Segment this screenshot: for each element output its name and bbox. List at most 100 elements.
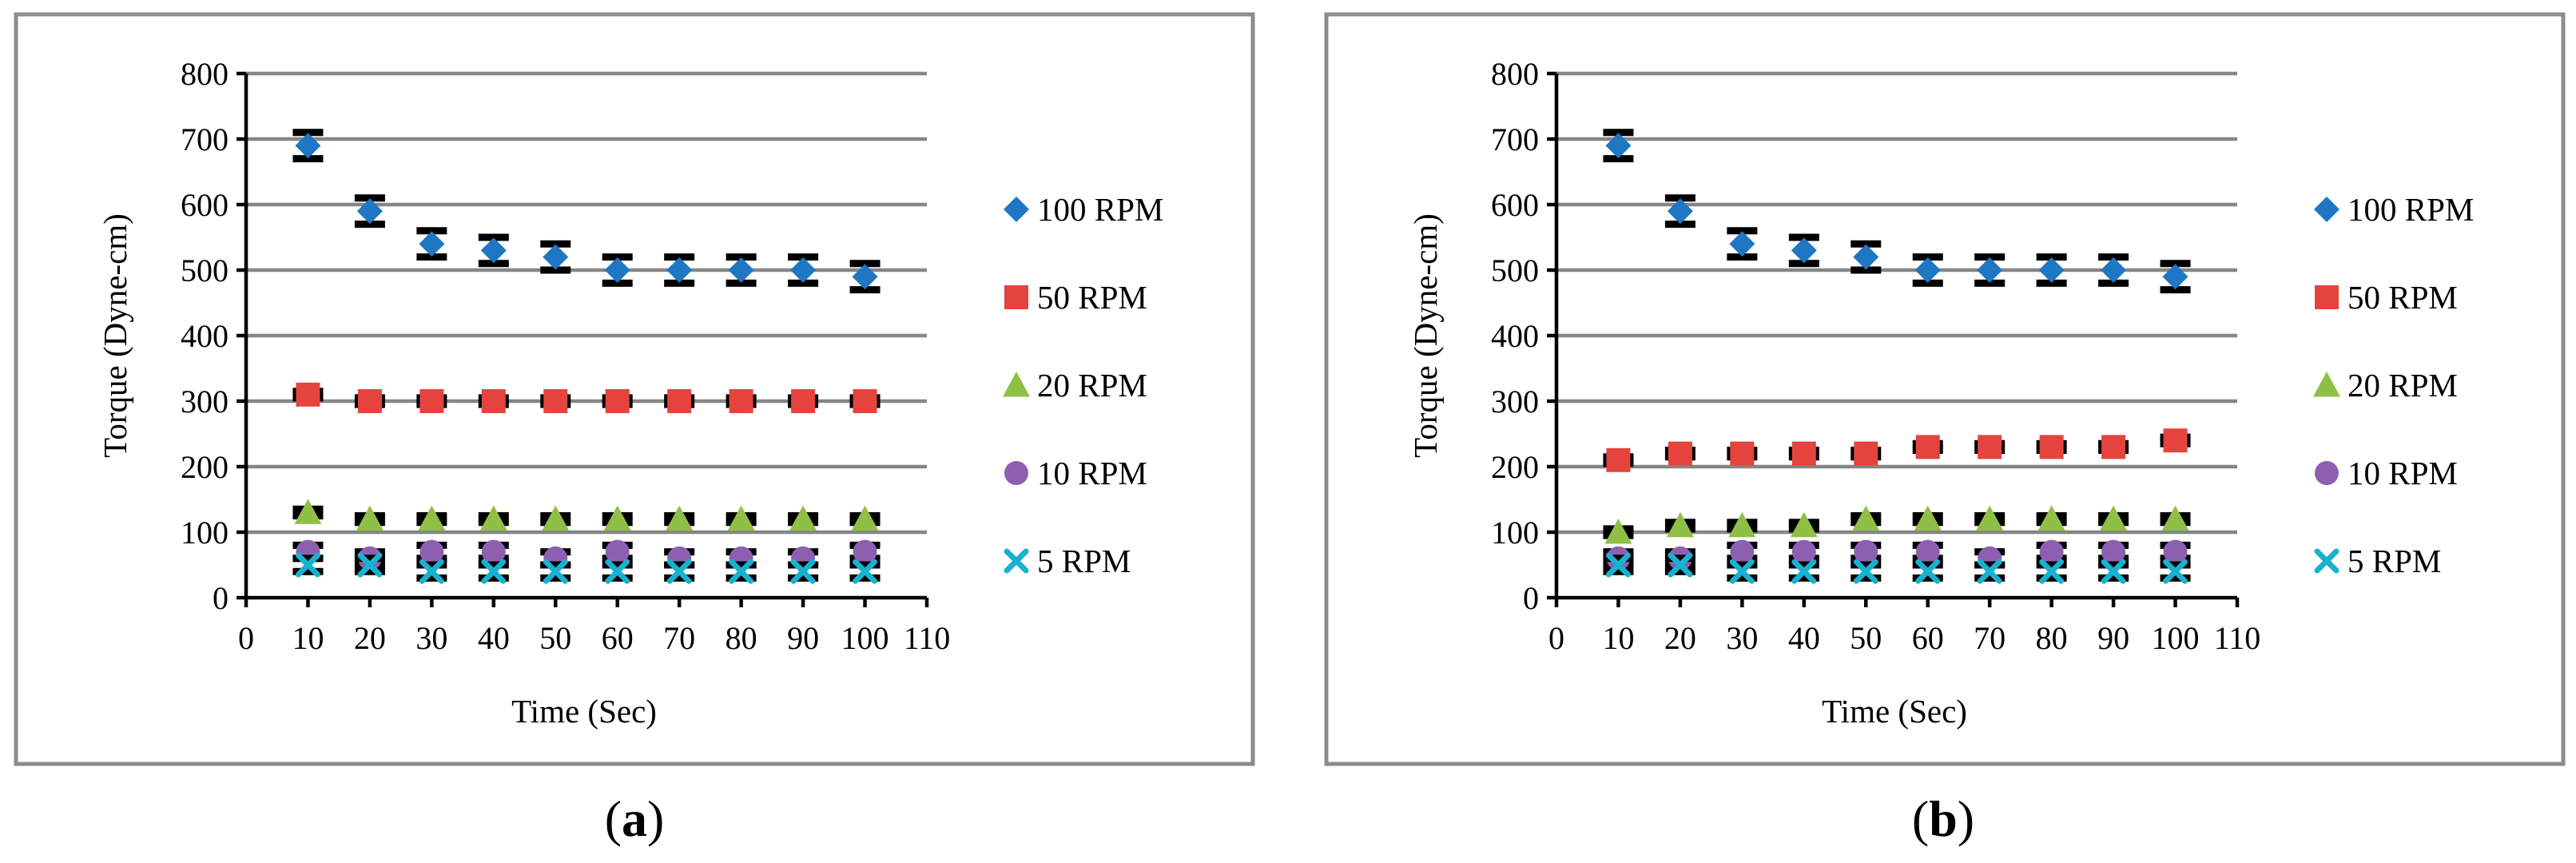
data-point [1976, 505, 2004, 531]
x-tick-label: 80 [2036, 620, 2068, 656]
data-point [603, 505, 631, 531]
y-tick-label: 300 [181, 384, 229, 420]
data-point [2039, 539, 2064, 564]
y-axis-label: Torque (Dyne-cm) [1407, 213, 1444, 458]
data-point [605, 389, 630, 413]
data-point [481, 539, 506, 564]
legend-marker [2315, 285, 2339, 309]
y-tick-label: 400 [181, 318, 229, 354]
data-point [1730, 441, 1755, 466]
data-point [666, 257, 693, 283]
data-point [2039, 559, 2065, 584]
data-point [2100, 505, 2128, 531]
series-5-rpm [292, 552, 881, 584]
x-tick-label: 40 [1788, 620, 1820, 656]
legend-marker [1004, 461, 1028, 485]
series-50-rpm [1603, 428, 2191, 472]
data-point [2161, 505, 2189, 531]
data-point [1977, 559, 2002, 584]
legend-label: 100 RPM [2347, 191, 2474, 228]
x-axis-label: Time (Sec) [511, 693, 657, 730]
x-tick-label: 0 [1548, 620, 1564, 656]
data-point [2101, 559, 2126, 584]
data-point [2038, 257, 2065, 283]
data-point [357, 552, 383, 578]
x-tick-label: 30 [415, 620, 447, 656]
x-tick-label: 100 [841, 620, 889, 656]
data-point [1791, 539, 1816, 564]
x-tick-label: 40 [478, 620, 510, 656]
data-point [543, 559, 568, 584]
x-tick-label: 90 [2097, 620, 2129, 656]
data-point [2037, 505, 2065, 531]
y-tick-label: 800 [181, 56, 229, 92]
y-tick-label: 100 [1491, 515, 1539, 551]
data-point [666, 505, 694, 531]
x-tick-label: 70 [663, 620, 695, 656]
legend-marker [2314, 548, 2339, 574]
series-50-rpm [292, 382, 881, 413]
data-point [666, 559, 692, 584]
legend-marker [2314, 197, 2339, 222]
data-point [852, 264, 878, 290]
legend-marker [2313, 372, 2340, 397]
data-point [479, 505, 507, 531]
x-tick-label: 100 [2152, 620, 2200, 656]
y-tick-label: 600 [181, 187, 229, 223]
data-point [790, 257, 817, 283]
data-point [791, 389, 816, 413]
data-point [356, 505, 384, 531]
data-point [667, 389, 692, 413]
data-point [2101, 539, 2126, 564]
data-point [2163, 559, 2188, 584]
data-point [729, 559, 754, 584]
y-tick-label: 800 [1491, 56, 1539, 92]
data-point [480, 237, 507, 264]
y-tick-label: 300 [1491, 384, 1539, 420]
x-tick-label: 0 [238, 620, 254, 656]
x-tick-label: 70 [1974, 620, 2006, 656]
data-point [543, 389, 568, 413]
x-tick-label: 60 [602, 620, 634, 656]
plot-area: 0 100 200 300 400 500 600 700 800 0 10 20 30 40 50 60 70… [1491, 56, 2260, 656]
x-tick-label: 110 [2214, 620, 2261, 656]
data-point [853, 539, 877, 564]
data-point [542, 505, 570, 531]
x-tick-label: 20 [354, 620, 386, 656]
data-point [1790, 511, 1818, 538]
data-point [1604, 519, 1632, 544]
data-point [543, 244, 569, 270]
data-point [1728, 511, 1756, 538]
legend-marker [1004, 285, 1028, 309]
y-tick-label: 600 [1491, 187, 1539, 223]
legend-label: 10 RPM [2347, 455, 2458, 491]
data-point [419, 539, 444, 564]
data-point [1978, 435, 2002, 459]
data-point [356, 198, 383, 225]
data-point [604, 257, 630, 283]
y-tick-label: 400 [1491, 318, 1539, 354]
data-point [419, 559, 444, 584]
legend-label: 100 RPM [1037, 191, 1163, 228]
data-point [2163, 428, 2188, 453]
y-tick-label: 200 [181, 449, 229, 485]
data-point [853, 389, 877, 413]
legend-label: 20 RPM [2347, 367, 2458, 404]
legend-label: 10 RPM [1037, 455, 1147, 491]
data-point [2101, 435, 2126, 459]
y-tick-label: 700 [181, 121, 229, 157]
y-axis-label: Torque (Dyne-cm) [97, 213, 133, 458]
data-point [2039, 435, 2064, 459]
x-axis-label: Time (Sec) [1822, 693, 1967, 730]
data-point [1915, 539, 1940, 564]
data-point [1605, 552, 1631, 578]
data-point [727, 505, 755, 531]
data-point [295, 552, 320, 578]
data-point [295, 133, 321, 159]
x-tick-label: 80 [725, 620, 757, 656]
data-point [605, 539, 630, 564]
series-20-rpm [1603, 505, 2191, 544]
legend-marker [1003, 372, 1030, 397]
data-point [419, 389, 444, 413]
data-point [1668, 552, 1693, 578]
